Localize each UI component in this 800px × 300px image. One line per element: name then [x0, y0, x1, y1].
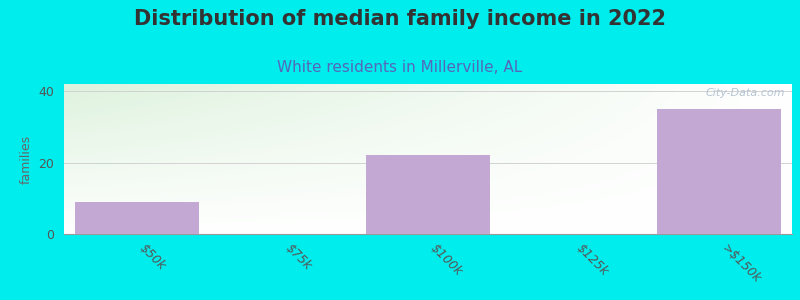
Bar: [75, 202, 198, 234]
Y-axis label: families: families: [20, 134, 33, 184]
Bar: [658, 109, 781, 234]
Bar: [366, 155, 490, 234]
Text: City-Data.com: City-Data.com: [706, 88, 785, 98]
Text: Distribution of median family income in 2022: Distribution of median family income in …: [134, 9, 666, 29]
Text: White residents in Millerville, AL: White residents in Millerville, AL: [278, 60, 522, 75]
